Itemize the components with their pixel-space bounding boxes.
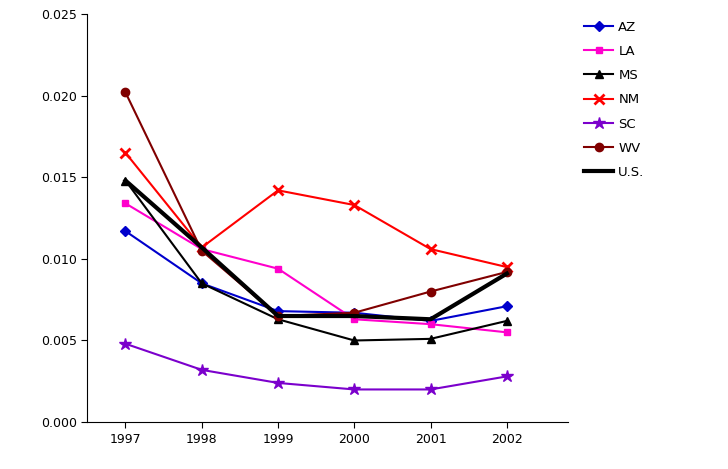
AZ	[350, 310, 359, 316]
WV	[502, 269, 511, 275]
U.S.	[502, 271, 511, 276]
MS	[197, 280, 206, 286]
AZ	[197, 280, 206, 286]
NM	[274, 188, 282, 193]
NM	[502, 264, 511, 270]
Line: LA: LA	[122, 200, 510, 336]
MS	[426, 336, 435, 342]
MS	[274, 317, 282, 322]
AZ	[502, 303, 511, 309]
Line: AZ: AZ	[122, 227, 510, 325]
Line: U.S.: U.S.	[125, 181, 507, 319]
AZ	[121, 228, 130, 234]
LA	[274, 266, 282, 272]
SC	[426, 386, 435, 392]
U.S.	[274, 313, 282, 319]
LA	[502, 330, 511, 335]
WV	[350, 310, 359, 316]
SC	[502, 374, 511, 379]
Line: NM: NM	[121, 148, 512, 272]
SC	[197, 367, 206, 373]
WV	[274, 313, 282, 319]
NM	[197, 245, 206, 250]
AZ	[426, 318, 435, 324]
LA	[197, 246, 206, 252]
U.S.	[197, 245, 206, 250]
AZ	[274, 308, 282, 314]
MS	[121, 178, 130, 183]
U.S.	[426, 317, 435, 322]
LA	[426, 321, 435, 327]
Line: WV: WV	[122, 88, 511, 320]
U.S.	[121, 178, 130, 183]
NM	[350, 202, 359, 208]
LA	[350, 317, 359, 322]
WV	[197, 248, 206, 254]
NM	[426, 246, 435, 252]
Line: MS: MS	[122, 176, 511, 345]
SC	[274, 380, 282, 386]
MS	[502, 318, 511, 324]
SC	[121, 341, 130, 347]
WV	[121, 90, 130, 95]
LA	[121, 201, 130, 206]
WV	[426, 289, 435, 295]
NM	[121, 150, 130, 156]
Legend: AZ, LA, MS, NM, SC, WV, U.S.: AZ, LA, MS, NM, SC, WV, U.S.	[584, 21, 644, 179]
MS	[350, 338, 359, 343]
SC	[350, 386, 359, 392]
Line: SC: SC	[119, 338, 513, 396]
U.S.	[350, 313, 359, 319]
